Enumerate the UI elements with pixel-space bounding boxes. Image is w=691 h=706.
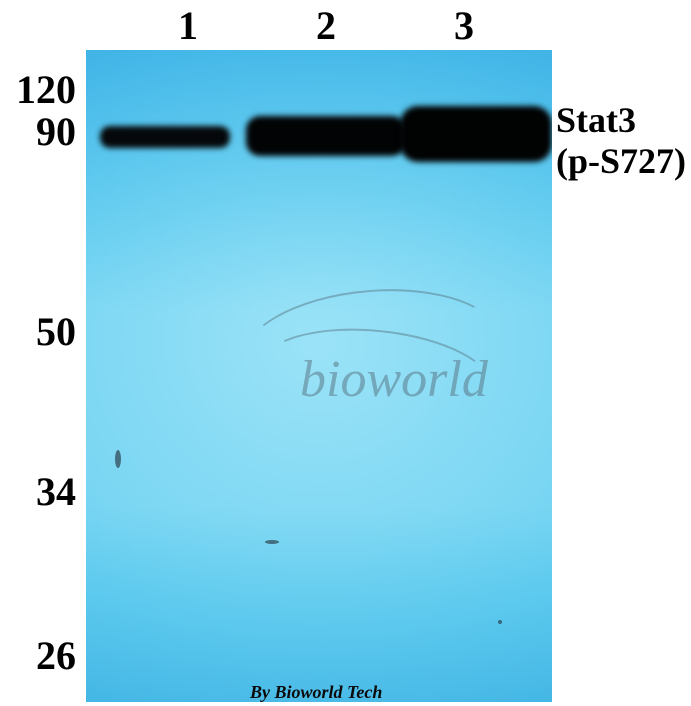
lane-label-2: 2 bbox=[316, 2, 336, 49]
mw-marker-34: 34 bbox=[6, 468, 76, 515]
artifact-speck bbox=[265, 540, 279, 544]
band-lane-3 bbox=[400, 106, 552, 162]
lane-label-1: 1 bbox=[178, 2, 198, 49]
artifact-speck bbox=[498, 620, 502, 624]
credit-text: By Bioworld Tech bbox=[250, 682, 382, 703]
mw-marker-50: 50 bbox=[6, 308, 76, 355]
protein-label-line1: Stat3 bbox=[556, 100, 636, 140]
protein-label: Stat3 (p-S727) bbox=[556, 100, 686, 183]
band-lane-1 bbox=[100, 126, 230, 148]
artifact-speck bbox=[115, 450, 121, 468]
protein-label-line2: (p-S727) bbox=[556, 141, 686, 181]
mw-marker-120: 120 bbox=[6, 66, 76, 113]
mw-marker-90: 90 bbox=[6, 108, 76, 155]
mw-marker-26: 26 bbox=[6, 632, 76, 679]
lane-label-3: 3 bbox=[454, 2, 474, 49]
band-lane-2 bbox=[246, 116, 406, 156]
figure-container: 1 2 3 120 90 50 34 26 Stat3 (p-S727) bio… bbox=[0, 0, 691, 706]
blot-membrane bbox=[86, 50, 552, 702]
